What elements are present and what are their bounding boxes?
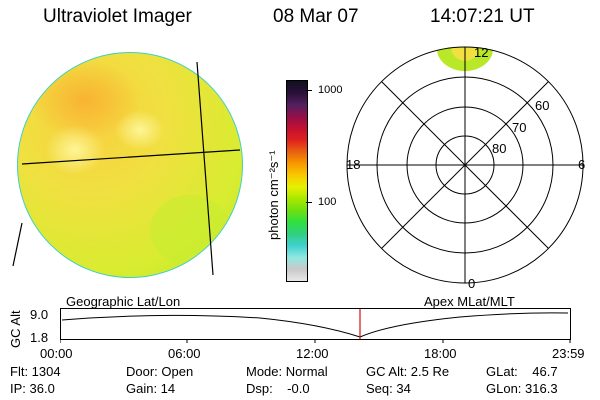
glat-info: GLat: 46.7 xyxy=(486,364,558,379)
colorbar-unit-label: photon cm⁻²s⁻¹ xyxy=(266,150,281,240)
uv-image xyxy=(12,52,243,278)
timeline-right-title: Apex MLat/MLT xyxy=(424,294,515,309)
date-label: 08 Mar 07 xyxy=(273,6,359,27)
seq-info: Seq: 34 xyxy=(366,381,411,396)
colorbar-tickmark-1000 xyxy=(306,90,312,91)
colorbar-tick-100: 100 xyxy=(318,196,337,208)
timeline-xtick-1200: 12:00 xyxy=(296,346,329,361)
instrument-title: Ultraviolet Imager xyxy=(43,6,192,27)
timeline-left-title: Geographic Lat/Lon xyxy=(66,294,181,309)
timeline-ylabel: GC Alt xyxy=(8,310,23,348)
flight-info: Flt: 1304 xyxy=(10,364,61,379)
altitude-curve xyxy=(61,312,569,338)
timeline-xtick-0600: 06:00 xyxy=(168,346,201,361)
polar-label-18: 18 xyxy=(346,157,361,172)
timeline-frame xyxy=(60,308,571,340)
timeline-plot xyxy=(60,308,571,343)
polar-lat-80: 80 xyxy=(492,141,507,156)
time-label: 14:07:21 UT xyxy=(430,6,535,27)
door-info: Door: Open xyxy=(126,364,194,379)
polar-label-0: 0 xyxy=(468,276,476,291)
timeline-xtick-0000: 00:00 xyxy=(40,346,73,361)
polar-lat-60: 60 xyxy=(535,98,550,113)
dsp-info: Dsp: -0.0 xyxy=(246,381,310,396)
colorbar-tickmark-100 xyxy=(306,202,312,203)
gain-info: Gain: 14 xyxy=(126,381,176,396)
polar-lat-70: 70 xyxy=(512,120,527,135)
timeline-xtick-1800: 18:00 xyxy=(424,346,457,361)
glon-info: GLon: 316.3 xyxy=(486,381,558,396)
timeline-xtick-2359: 23:59 xyxy=(552,346,585,361)
ip-info: IP: 36.0 xyxy=(10,381,55,396)
polar-label-6: 6 xyxy=(578,157,586,172)
longitude-line-2 xyxy=(12,222,23,267)
timeline-ytick-top: 9.0 xyxy=(30,307,49,322)
polar-plot xyxy=(346,46,584,284)
colorbar xyxy=(286,80,308,282)
mode-info: Mode: Normal xyxy=(246,364,328,379)
colorbar-tick-1000: 1000 xyxy=(318,84,343,96)
timeline-ytick-bottom: 1.8 xyxy=(30,330,49,345)
polar-label-12: 12 xyxy=(474,45,489,60)
gc-alt-info: GC Alt: 2.5 Re xyxy=(366,364,450,379)
longitude-line xyxy=(196,61,214,276)
polar-diagonal-2 xyxy=(381,81,549,249)
